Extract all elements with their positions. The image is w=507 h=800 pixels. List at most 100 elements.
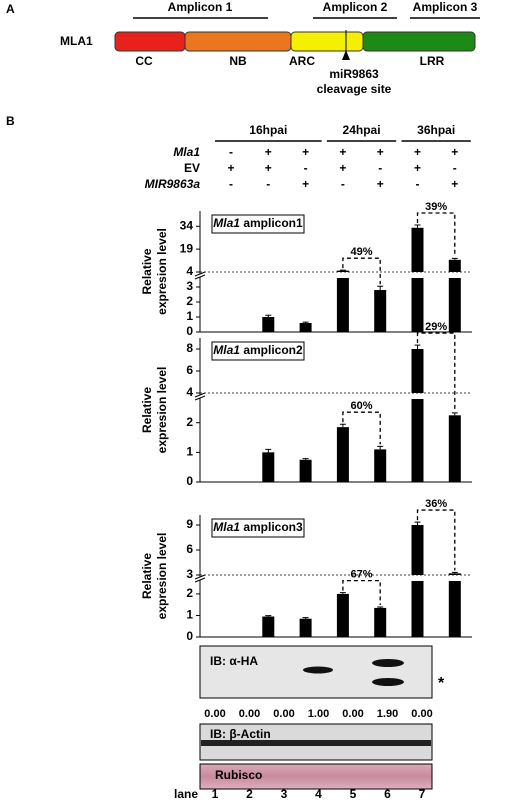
error-bar [265,448,272,453]
bar [336,270,349,272]
bar [374,449,387,482]
sign: - [416,177,420,191]
site-label: miR9863 [329,67,379,81]
bar [336,427,349,482]
gene-label: Mla1 [213,216,240,230]
sign: + [227,161,234,175]
error-bar [377,606,384,608]
error-bar [339,592,346,594]
bar [336,593,349,637]
bracket [342,579,381,606]
error-bar [265,314,272,317]
bracket [416,212,456,257]
error-bar [302,617,309,619]
y-tick-label: 2 [186,415,193,429]
blot-rubisco [199,763,433,790]
bar [262,616,275,637]
gene-label: Mla1 [213,343,240,357]
y-tick-label: 19 [180,241,194,255]
quant-label: 0.00 [411,708,432,720]
y-tick-label: 6 [186,542,193,556]
error-bar [451,257,458,260]
bar [411,349,424,393]
blot-bands [303,659,404,686]
quant-label: 1.00 [308,708,329,720]
lane-number: 5 [350,787,357,800]
timepoint-label: 16hpai [249,123,287,137]
bar [448,415,461,482]
error-bar [451,571,458,574]
gene-diagram [114,17,480,60]
y-tick-label: 8 [186,341,193,355]
bar [411,227,424,272]
sign: + [377,145,384,159]
chart-label-box [211,214,305,234]
y-tick-label: 1 [186,608,193,622]
quant-label: 0.00 [342,708,363,720]
y-tick-label: 1 [186,445,193,459]
error-bar [339,423,346,428]
error-bar [302,458,309,460]
row-label: MIR9863a [145,177,201,191]
sign: + [339,161,346,175]
y-tick-label: 0 [186,474,193,488]
sign: + [414,145,421,159]
blot-label: Rubisco [215,768,262,782]
timepoint-label: 36hpai [417,123,455,137]
bracket [342,411,381,445]
chart-label: Mla1 amplicon2 [213,343,303,357]
site-label: cleavage site [317,82,392,96]
timepoint-label: 24hpai [343,123,381,137]
y-tick-label: 6 [186,363,193,377]
lane-number: 3 [281,787,288,800]
gene-label: Mla1 [213,520,240,534]
percent-label: 39% [425,201,447,213]
quant-label: 0.00 [273,708,294,720]
percent-label: 36% [425,498,447,510]
amplicon-label: Amplicon 2 [323,0,388,14]
domain-label: ARC [289,54,315,68]
y-axis-label-line: expresion level [155,533,169,620]
bar [448,259,461,272]
sign: - [304,161,308,175]
y-tick-label: 2 [186,586,193,600]
sign: - [378,161,382,175]
sign: - [229,177,233,191]
y-tick-label: 9 [186,517,193,531]
axis-break [194,271,206,280]
error-bar [414,224,421,228]
y-axis-label: Relativeexpresion level [140,228,169,315]
sign: + [265,161,272,175]
bar [411,278,424,332]
row-label: EV [184,161,200,175]
bar [299,459,312,482]
bar [262,317,275,332]
y-tick-label: 0 [186,324,193,338]
lane-number: 1 [212,787,219,800]
sign: + [265,145,272,159]
y-tick-label: 3 [186,567,193,581]
bar [374,290,387,332]
domain-label: NB [229,54,247,68]
amplicon-name: amplicon3 [243,520,303,534]
error-bar [265,615,272,617]
chart-label-box [211,341,305,361]
sign: + [302,145,309,159]
domain-label: LRR [420,54,445,68]
sign: + [302,177,309,191]
error-bar [414,521,421,525]
sign: + [377,177,384,191]
error-bar [377,445,384,450]
lane-number: 2 [246,787,253,800]
error-bar [377,285,384,290]
sign: - [229,145,233,159]
y-axis-label-line: Relative [140,248,154,294]
bar [411,525,424,575]
error-bar [414,344,421,349]
y-axis-label: Relativeexpresion level [140,533,169,620]
bar [299,618,312,637]
bar [299,323,312,332]
y-tick-label: 4 [186,264,193,278]
bar [374,607,387,637]
